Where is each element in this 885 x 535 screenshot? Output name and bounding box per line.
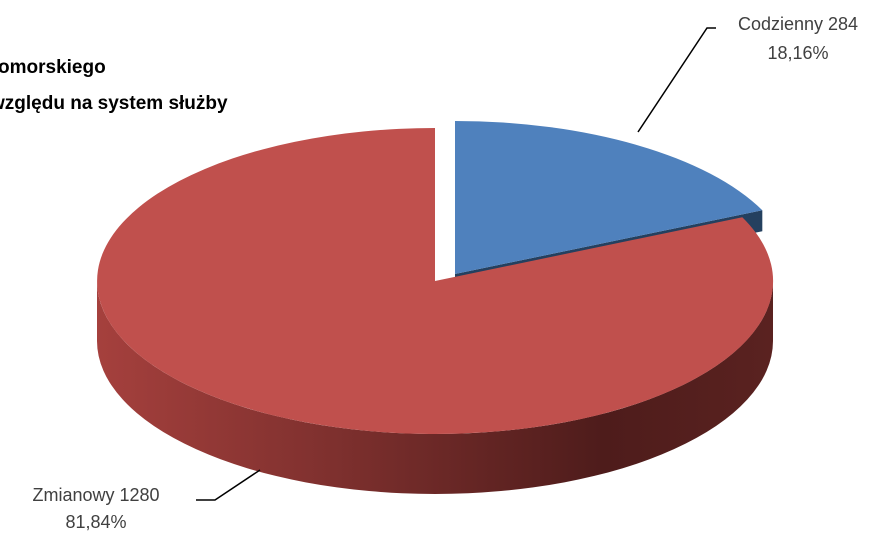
- leader-line-codzienny: [637, 27, 716, 133]
- chart-title: omorskiego względu na system służby: [0, 57, 228, 114]
- data-label-codzienny: Codzienny 284: [738, 14, 858, 34]
- slice-side-zmianowy: [97, 281, 773, 494]
- chart-title-line-2: względu na system służby: [0, 93, 228, 114]
- data-label-percent-zmianowy: 81,84%: [65, 512, 126, 532]
- leader-line-zmianowy: [196, 469, 261, 501]
- slice-codzienny: [455, 121, 763, 274]
- data-labels: Codzienny 284 18,16% Zmianowy 1280 81,84%: [32, 14, 858, 532]
- data-label-zmianowy: Zmianowy 1280: [32, 485, 159, 505]
- chart-title-line-1: omorskiego: [0, 57, 106, 78]
- slice-zmianowy: [97, 128, 774, 435]
- data-label-percent-codzienny: 18,16%: [767, 43, 828, 63]
- pie-tops: [97, 121, 774, 435]
